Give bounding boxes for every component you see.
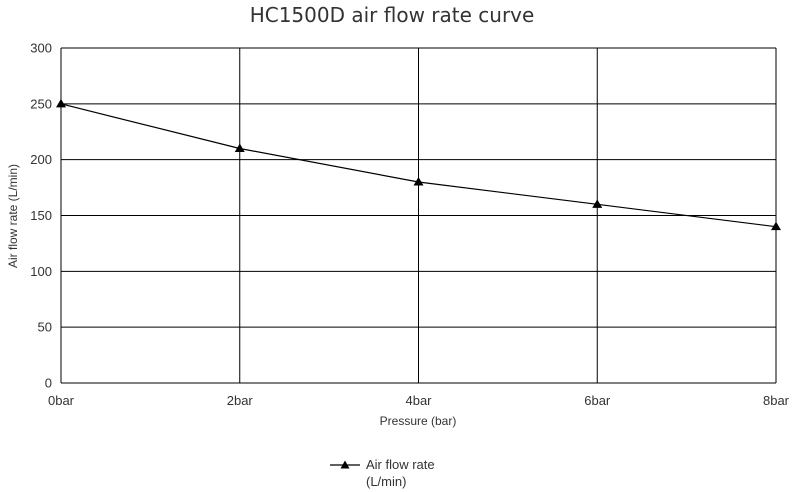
- data-point-triangle-marker: [413, 177, 424, 186]
- y-tick-label: 50: [38, 320, 52, 335]
- y-tick-label: 150: [30, 208, 52, 223]
- y-axis-label: Air flow rate (L/min): [6, 164, 20, 268]
- y-tick-label: 200: [30, 152, 52, 167]
- series-layer: [56, 98, 781, 231]
- y-tick-label: 300: [30, 41, 52, 56]
- data-point-triangle-marker: [771, 221, 781, 231]
- x-axis-label: Pressure (bar): [380, 414, 457, 428]
- grid: [60, 47, 777, 384]
- y-tick-label: 250: [30, 96, 52, 111]
- x-axis-ticks: 0bar 2bar 4bar 6bar 8bar: [48, 393, 790, 408]
- x-tick-label: 2bar: [227, 393, 254, 408]
- x-tick-label: 6bar: [584, 393, 611, 408]
- legend-triangle-marker-icon: [340, 460, 350, 469]
- data-point-triangle-marker: [592, 199, 603, 208]
- legend-label-line-1: Air flow rate: [366, 457, 435, 472]
- y-axis-ticks: 0 50 100 150 200 250 300: [30, 41, 52, 391]
- y-tick-label: 0: [45, 376, 52, 391]
- legend: Air flow rate (L/min): [330, 457, 435, 489]
- x-tick-label: 4bar: [405, 393, 432, 408]
- data-point-triangle-marker: [234, 143, 245, 152]
- y-tick-label: 100: [30, 264, 52, 279]
- x-tick-label: 8bar: [763, 393, 790, 408]
- legend-label-line-2: (L/min): [366, 474, 406, 489]
- x-tick-label: 0bar: [48, 393, 75, 408]
- data-point-triangle-marker: [56, 98, 66, 108]
- chart-title: HC1500D air flow rate curve: [250, 3, 535, 27]
